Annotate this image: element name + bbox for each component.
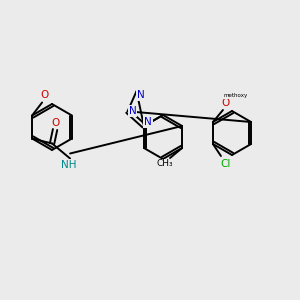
Text: NH: NH bbox=[61, 160, 77, 170]
Text: N: N bbox=[144, 117, 152, 127]
Text: O: O bbox=[40, 91, 48, 100]
Text: O: O bbox=[51, 118, 59, 128]
Text: methoxy: methoxy bbox=[224, 94, 248, 98]
Text: N: N bbox=[137, 90, 144, 100]
Text: Cl: Cl bbox=[221, 159, 231, 169]
Text: N: N bbox=[129, 106, 136, 116]
Text: CH₃: CH₃ bbox=[157, 160, 173, 169]
Text: O: O bbox=[222, 98, 230, 108]
